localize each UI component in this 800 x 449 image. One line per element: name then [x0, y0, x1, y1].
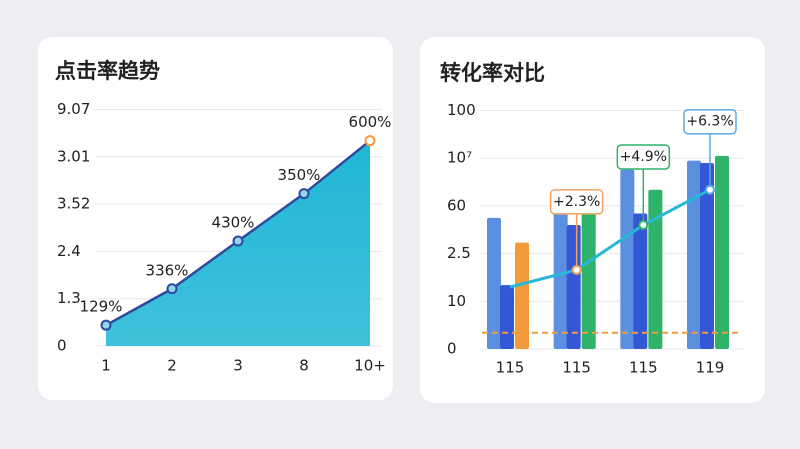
y-tick-label: 2.4	[57, 242, 81, 260]
x-tick-label: 1	[101, 357, 111, 375]
bar	[500, 285, 514, 349]
bar	[700, 163, 714, 349]
chart-title: 点击率趋势	[55, 59, 160, 83]
x-tick-label: 115	[496, 359, 525, 377]
bar	[620, 169, 635, 349]
x-tick-label: 115	[629, 359, 658, 377]
annotation: 600%	[349, 113, 392, 131]
bar	[648, 189, 663, 349]
x-tick-label: 2	[167, 357, 177, 375]
y-tick-label: 3.52	[57, 195, 90, 213]
bar	[633, 213, 648, 349]
marker	[100, 319, 112, 331]
y-tick-label: 3.01	[57, 147, 90, 165]
marker	[364, 135, 376, 147]
marker	[232, 235, 244, 247]
bar	[515, 242, 529, 349]
marker	[638, 220, 649, 230]
x-tick-label: 119	[696, 359, 725, 377]
marker	[166, 283, 178, 295]
chart-title: 转化率对比	[440, 61, 545, 85]
y-tick-label: 100	[447, 101, 476, 119]
bar	[566, 225, 581, 349]
marker	[298, 188, 310, 200]
y-tick-label: 0	[447, 340, 457, 358]
y-tick-label: 10	[447, 292, 466, 310]
annotation: 350%	[278, 166, 321, 184]
bar	[715, 155, 729, 349]
y-tick-label: 60	[447, 196, 466, 214]
marker	[571, 264, 582, 275]
x-tick-label: 3	[233, 357, 243, 375]
bar	[487, 217, 501, 349]
annotation: 129%	[80, 298, 123, 316]
x-tick-label: 115	[562, 359, 591, 377]
x-tick-label: 10+	[354, 357, 386, 375]
annotation: +6.3%	[686, 114, 733, 130]
y-tick-label: 1.3	[57, 289, 81, 307]
annotation: 430%	[212, 213, 255, 231]
annotation: 336%	[146, 261, 189, 279]
y-tick-label: 10⁷	[447, 149, 472, 167]
marker	[705, 184, 715, 195]
annotation: +2.3%	[553, 194, 600, 210]
x-tick-label: 8	[299, 357, 309, 375]
y-tick-label: 0	[57, 337, 67, 355]
line	[509, 188, 711, 289]
bar	[687, 160, 701, 349]
bar	[581, 206, 596, 349]
y-tick-label: 2.5	[447, 244, 471, 262]
y-tick-label: 9.07	[57, 100, 90, 118]
annotation: +4.9%	[620, 149, 667, 165]
